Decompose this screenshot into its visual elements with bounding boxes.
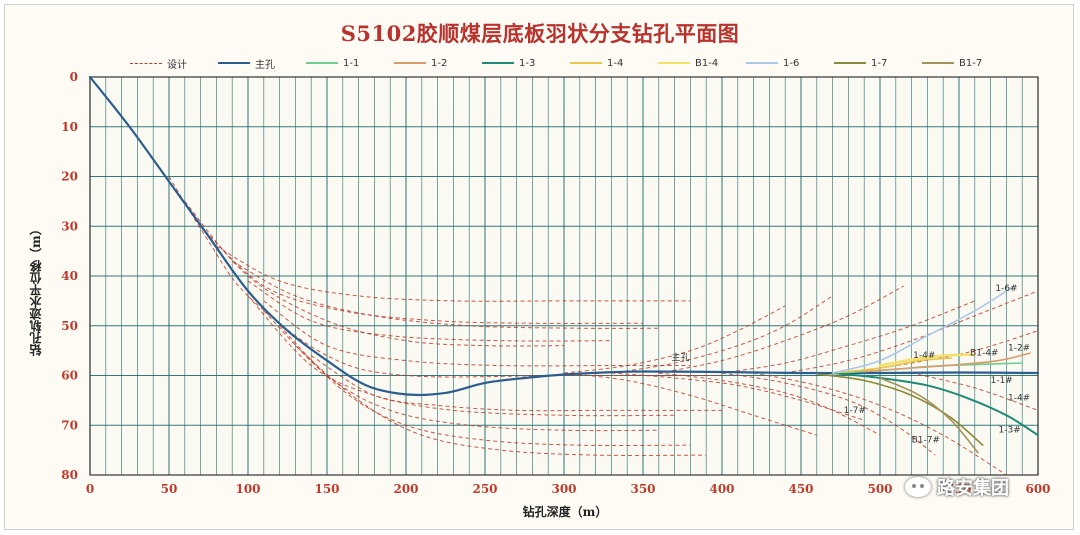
legend-label: 1-3: [519, 57, 536, 69]
legend-label: B1-4: [695, 57, 719, 69]
legend-item: 1-1: [306, 58, 394, 69]
annotation-label: 主孔: [671, 352, 689, 364]
y-tick-label: 50: [61, 319, 78, 333]
legend-label: 设计: [167, 59, 187, 71]
x-tick-label: 300: [551, 482, 576, 496]
series-line-1-3: [831, 372, 1039, 437]
design-curve: [279, 325, 691, 447]
legend-item: 1-3: [482, 58, 570, 69]
design-curve: [216, 245, 691, 302]
legend-swatch: [746, 62, 778, 64]
legend-swatch: [658, 62, 690, 64]
legend-item: 1-6: [746, 58, 834, 69]
design-curve: [658, 372, 881, 436]
design-curve: [247, 280, 612, 342]
legend-item: 1-2: [394, 58, 482, 69]
design-curve: [721, 300, 975, 374]
legend-swatch: [130, 62, 162, 64]
chart-legend: 设计 主孔 1-1 1-2 1-3 1-4 B1-4 1-6 1-7 B1-7: [130, 55, 1010, 71]
design-curve: [785, 290, 1039, 374]
design-curve: [611, 295, 833, 374]
design-curve: [563, 372, 817, 436]
annotation-label: 1-7#: [844, 406, 866, 416]
series-line-1-7: [816, 373, 984, 446]
y-tick-label: 60: [61, 369, 78, 383]
x-tick-label: 350: [630, 482, 655, 496]
legend-item: 1-7: [834, 58, 922, 69]
x-tick-label: 100: [235, 482, 260, 496]
design-curve: [184, 201, 565, 347]
legend-item: 1-4: [570, 58, 658, 69]
x-axis-label: 钻孔深度（m）: [522, 505, 608, 519]
y-tick-label: 80: [61, 468, 78, 482]
annotation-label: 1-4#: [913, 351, 935, 361]
legend-swatch: [218, 62, 250, 64]
wechat-logo-icon: [905, 477, 931, 497]
legend-item: 设计: [130, 56, 218, 71]
legend-swatch: [570, 62, 602, 64]
design-curve: [721, 372, 936, 456]
watermark: 路安集团: [905, 472, 1055, 502]
annotation-label: B1-4#: [970, 349, 998, 359]
legend-label: B1-7: [959, 57, 983, 69]
annotation-label: 1-2#: [1008, 344, 1030, 354]
legend-swatch: [922, 62, 954, 64]
series-line-B1-7: [879, 377, 979, 454]
legend-label: 主孔: [255, 59, 275, 71]
legend-item: 主孔: [218, 56, 306, 71]
design-curve: [563, 305, 786, 374]
watermark-text: 路安集团: [937, 478, 1009, 499]
series-line-1-6: [831, 285, 1016, 374]
design-curve: [753, 372, 1007, 476]
design-curve: [310, 355, 722, 412]
y-tick-label: 40: [61, 269, 78, 283]
legend-swatch: [306, 62, 338, 64]
design-curve: [911, 372, 1039, 411]
annotation-label: 1-4#: [1008, 393, 1030, 403]
x-tick-label: 400: [709, 482, 734, 496]
y-tick-label: 0: [70, 70, 78, 84]
y-tick-label: 10: [61, 120, 78, 134]
design-curve: [200, 225, 644, 324]
x-tick-label: 500: [867, 482, 892, 496]
y-tick-label: 20: [61, 170, 78, 184]
series-line-主孔: [88, 75, 1040, 397]
design-curve: [263, 300, 691, 367]
x-tick-label: 600: [1025, 482, 1050, 496]
series-line-1-4: [831, 357, 952, 374]
x-tick-label: 200: [393, 482, 418, 496]
series-line-B1-4: [878, 353, 977, 367]
plot-border: [89, 76, 1039, 476]
design-curve: [231, 260, 659, 329]
x-tick-label: 150: [314, 482, 339, 496]
y-tick-label: 30: [61, 219, 78, 233]
x-tick-label: 250: [472, 482, 497, 496]
annotation-label: 1-1#: [991, 376, 1013, 386]
design-curve: [611, 372, 865, 421]
legend-label: 1-2: [431, 57, 448, 69]
legend-item: B1-7: [922, 58, 1010, 69]
y-tick-label: 70: [61, 418, 78, 432]
x-tick-label: 550: [946, 482, 971, 496]
design-curve: [168, 176, 722, 378]
legend-swatch: [482, 62, 514, 64]
x-tick-label: 50: [161, 482, 178, 496]
annotation-label: 1-6#: [995, 284, 1017, 294]
legend-label: 1-4: [607, 57, 624, 69]
annotation-label: 1-3#: [999, 426, 1021, 436]
legend-label: 1-1: [343, 57, 360, 69]
x-tick-label: 450: [788, 482, 813, 496]
legend-swatch: [834, 62, 866, 64]
design-curve: [295, 345, 707, 456]
series-line-1-2: [863, 352, 1031, 373]
legend-label: 1-6: [783, 57, 800, 69]
design-curve: [247, 295, 675, 417]
chart-title: S5102胶顺煤层底板羽状分支钻孔平面图: [340, 21, 740, 46]
annotation-label: B1-7#: [912, 436, 940, 446]
legend-swatch: [394, 62, 426, 64]
legend-item: B1-4: [658, 58, 746, 69]
x-tick-label: 0: [86, 482, 94, 496]
legend-label: 1-7: [871, 57, 888, 69]
